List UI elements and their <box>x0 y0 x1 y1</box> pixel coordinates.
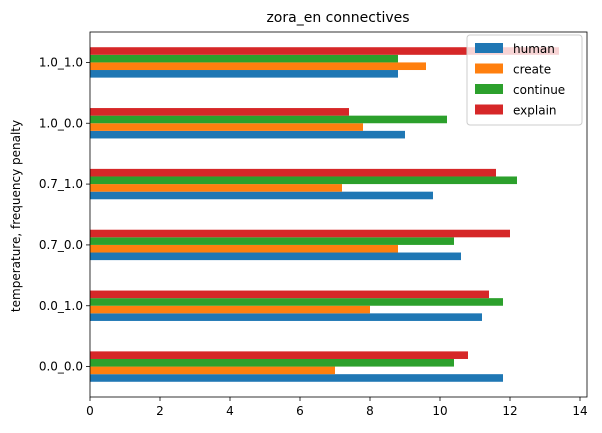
y-tick-label: 0.7_1.0 <box>39 177 83 191</box>
bar-continue-1.0_0.0 <box>90 115 447 124</box>
legend-swatch-create <box>475 63 503 74</box>
bar-human-0.0_1.0 <box>90 313 482 321</box>
bar-create-0.7_0.0 <box>90 244 398 253</box>
bar-create-1.0_1.0 <box>90 62 426 71</box>
bar-human-1.0_1.0 <box>90 70 398 78</box>
bar-human-0.7_0.0 <box>90 252 461 261</box>
bar-continue-1.0_1.0 <box>90 54 398 63</box>
chart-title: zora_en connectives <box>266 10 409 26</box>
bar-create-0.0_0.0 <box>90 366 335 375</box>
legend-label-explain: explain <box>513 104 557 118</box>
legend-swatch-human <box>475 43 503 53</box>
x-tick-label: 0 <box>86 404 94 418</box>
bar-human-0.0_0.0 <box>90 374 503 382</box>
bar-explain-0.0_0.0 <box>90 351 468 359</box>
y-tick-label: 0.7_0.0 <box>39 238 83 252</box>
y-axis-title: temperature, frequency penalty <box>9 120 23 312</box>
bar-explain-0.7_0.0 <box>90 229 510 238</box>
bar-human-1.0_0.0 <box>90 130 405 139</box>
x-tick-label: 14 <box>572 404 587 418</box>
bar-explain-0.7_1.0 <box>90 168 496 177</box>
x-tick-label: 8 <box>366 404 374 418</box>
bar-continue-0.0_0.0 <box>90 358 454 367</box>
bar-create-0.7_1.0 <box>90 184 342 192</box>
x-tick-label: 2 <box>156 404 164 418</box>
bar-create-0.0_1.0 <box>90 305 370 314</box>
bar-continue-0.7_0.0 <box>90 237 454 245</box>
bar-explain-1.0_0.0 <box>90 108 349 116</box>
legend-label-continue: continue <box>513 83 565 97</box>
y-tick-label: 1.0_1.0 <box>39 55 83 69</box>
bar-create-1.0_0.0 <box>90 123 363 131</box>
bar-continue-0.0_1.0 <box>90 298 503 306</box>
bar-explain-0.0_1.0 <box>90 290 489 299</box>
bar-continue-0.7_1.0 <box>90 176 517 185</box>
x-tick-label: 4 <box>226 404 234 418</box>
legend-box <box>466 34 583 126</box>
plot-frame <box>89 31 588 398</box>
bar-explain-1.0_1.0 <box>90 47 559 55</box>
y-tick-label: 0.0_0.0 <box>39 360 83 374</box>
bars-layer <box>90 47 559 382</box>
x-tick-label: 12 <box>502 404 517 418</box>
legend-swatch-explain <box>475 104 503 115</box>
y-tick-label: 1.0_0.0 <box>39 116 83 130</box>
bar-human-0.7_1.0 <box>90 191 433 200</box>
y-tick-label: 0.0_1.0 <box>39 299 83 313</box>
legend-label-human: human <box>513 42 555 56</box>
legend-label-create: create <box>513 63 551 77</box>
x-tick-label: 6 <box>296 404 304 418</box>
legend: human create continue explain <box>466 34 583 126</box>
x-tick-label: 10 <box>432 404 447 418</box>
legend-swatch-continue <box>475 84 503 94</box>
axes-layer: 0 2 4 6 8 10 12 14 0.0_0.0 0.0_1.0 0.7_0.0 0.7_1.0 1… <box>39 31 588 418</box>
